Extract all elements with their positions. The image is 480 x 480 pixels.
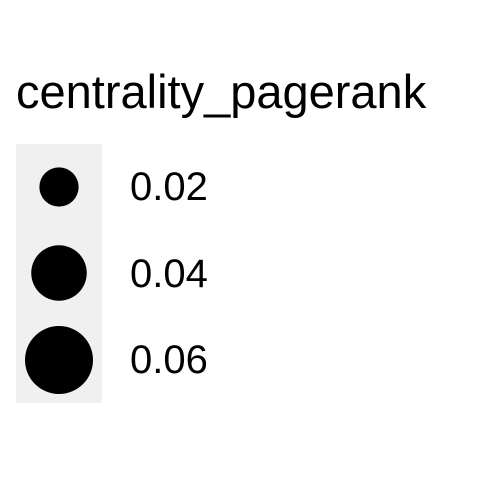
legend-key-point-3 (25, 326, 93, 394)
legend-key-point-1 (39, 167, 79, 207)
legend-label-1: 0.02 (130, 165, 208, 209)
legend-label-2: 0.04 (130, 252, 208, 296)
legend-label-3: 0.06 (130, 338, 208, 382)
legend-title: centrality_pagerank (16, 65, 427, 118)
legend-keys (25, 167, 93, 394)
legend-key-point-2 (31, 245, 87, 301)
